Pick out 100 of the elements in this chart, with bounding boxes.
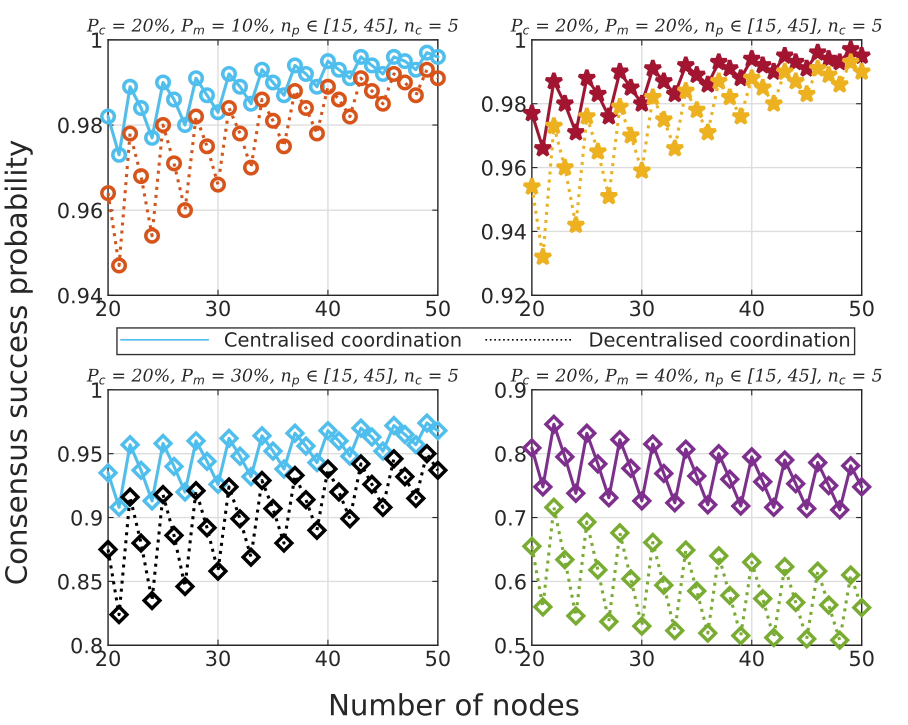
point bbox=[298, 100, 314, 116]
point bbox=[153, 484, 173, 504]
point bbox=[252, 470, 272, 490]
point bbox=[654, 110, 674, 128]
point bbox=[386, 66, 402, 82]
point bbox=[687, 100, 706, 119]
point bbox=[643, 87, 662, 106]
point bbox=[731, 626, 750, 646]
point bbox=[430, 70, 446, 86]
point bbox=[298, 66, 314, 82]
point bbox=[544, 498, 564, 517]
point bbox=[418, 44, 435, 61]
point bbox=[797, 629, 816, 648]
point bbox=[731, 106, 750, 125]
point bbox=[742, 68, 762, 87]
x-tick-label: 50 bbox=[850, 650, 874, 666]
point bbox=[252, 426, 272, 446]
point bbox=[230, 509, 250, 528]
point bbox=[286, 57, 303, 74]
point bbox=[242, 160, 259, 176]
point bbox=[186, 481, 206, 500]
point bbox=[241, 548, 261, 567]
point bbox=[111, 146, 128, 163]
point bbox=[406, 435, 426, 454]
x-tick-label: 50 bbox=[426, 300, 450, 316]
point bbox=[775, 557, 794, 576]
point bbox=[786, 592, 806, 612]
point bbox=[676, 540, 696, 560]
point bbox=[676, 55, 696, 74]
y-tick-label: 0.95 bbox=[58, 446, 102, 462]
point bbox=[264, 74, 281, 90]
point bbox=[100, 108, 116, 124]
point bbox=[221, 100, 237, 116]
point bbox=[720, 87, 740, 106]
point bbox=[109, 498, 129, 517]
point bbox=[819, 476, 838, 496]
point bbox=[373, 442, 392, 461]
point bbox=[122, 78, 138, 95]
point bbox=[533, 597, 552, 617]
x-tick-label: 30 bbox=[206, 650, 230, 666]
point bbox=[742, 552, 762, 572]
point bbox=[396, 53, 413, 70]
point bbox=[786, 71, 806, 90]
point bbox=[230, 446, 250, 466]
point bbox=[599, 612, 618, 632]
point bbox=[340, 446, 360, 466]
point bbox=[133, 100, 150, 116]
point bbox=[320, 53, 336, 70]
point bbox=[408, 87, 424, 104]
point bbox=[417, 413, 436, 433]
point bbox=[164, 526, 184, 546]
y-tick-label: 0.9 bbox=[71, 510, 102, 526]
point bbox=[276, 138, 292, 154]
point bbox=[808, 562, 828, 581]
x-tick-label: 40 bbox=[316, 650, 340, 666]
point bbox=[144, 130, 160, 146]
point bbox=[643, 58, 662, 78]
point bbox=[533, 138, 553, 157]
point bbox=[120, 435, 140, 454]
point bbox=[555, 94, 575, 112]
point bbox=[852, 477, 872, 496]
point bbox=[155, 74, 172, 90]
point bbox=[329, 431, 349, 450]
x-tick-label: 40 bbox=[740, 300, 764, 316]
point bbox=[197, 452, 217, 471]
point bbox=[232, 78, 248, 95]
point bbox=[775, 62, 794, 80]
point bbox=[786, 474, 806, 494]
point bbox=[621, 78, 640, 96]
legend-label: Centralised coordination bbox=[224, 332, 460, 347]
point bbox=[566, 606, 586, 626]
point bbox=[386, 48, 402, 65]
point bbox=[329, 482, 349, 502]
point bbox=[621, 458, 640, 478]
point bbox=[142, 590, 162, 610]
point bbox=[364, 82, 380, 99]
point bbox=[175, 576, 195, 596]
point bbox=[588, 84, 608, 103]
x-tick-label: 50 bbox=[426, 650, 450, 666]
point bbox=[544, 71, 564, 90]
point bbox=[286, 82, 303, 99]
point bbox=[131, 533, 151, 553]
point bbox=[188, 70, 204, 86]
point bbox=[285, 424, 305, 443]
point bbox=[430, 48, 446, 65]
point bbox=[621, 126, 640, 144]
y-tick-label: 0.98 bbox=[482, 96, 526, 112]
point bbox=[610, 62, 630, 80]
x-tick-label: 30 bbox=[630, 300, 654, 316]
point bbox=[263, 499, 283, 518]
point bbox=[362, 427, 382, 447]
point bbox=[665, 493, 684, 512]
point bbox=[698, 122, 718, 141]
point bbox=[830, 500, 850, 520]
point bbox=[643, 532, 662, 552]
point bbox=[122, 126, 138, 142]
x-axis-title: Number of nodes bbox=[330, 693, 578, 716]
point bbox=[395, 424, 414, 444]
point bbox=[577, 512, 596, 532]
point bbox=[676, 80, 696, 100]
